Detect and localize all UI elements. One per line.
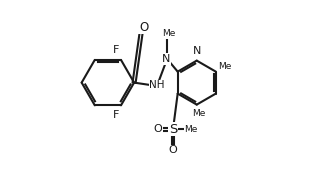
- Text: F: F: [113, 110, 119, 120]
- Text: F: F: [113, 45, 119, 55]
- Text: O: O: [169, 145, 177, 155]
- Text: N: N: [193, 46, 201, 56]
- Text: Me: Me: [192, 109, 205, 118]
- Text: NH: NH: [149, 80, 165, 90]
- Text: Me: Me: [184, 125, 197, 134]
- Text: S: S: [169, 123, 177, 136]
- Text: Me: Me: [162, 29, 175, 38]
- Text: O: O: [153, 124, 162, 134]
- Text: Me: Me: [219, 62, 232, 71]
- Text: N: N: [162, 54, 170, 64]
- Text: O: O: [139, 21, 148, 34]
